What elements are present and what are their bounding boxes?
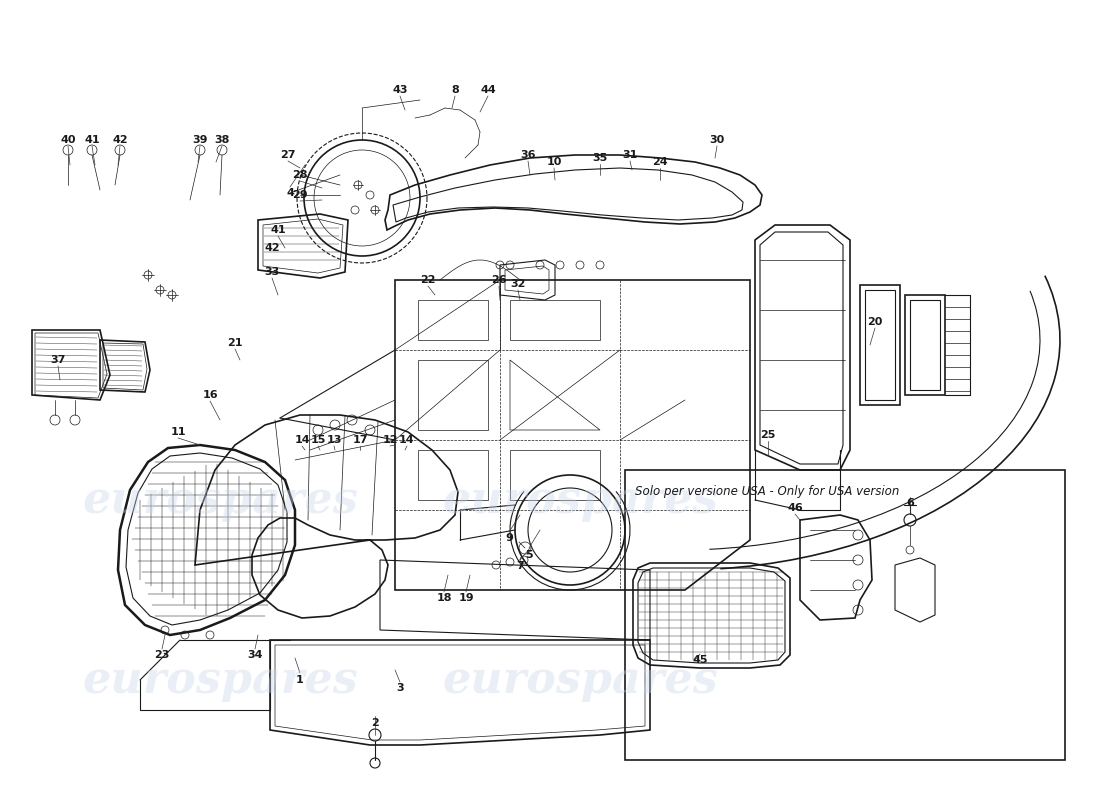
Text: 10: 10 xyxy=(547,157,562,167)
Text: 38: 38 xyxy=(214,135,230,145)
Text: 43: 43 xyxy=(393,85,408,95)
Text: 7: 7 xyxy=(516,561,524,571)
Text: 40: 40 xyxy=(60,135,76,145)
Text: 14: 14 xyxy=(399,435,415,445)
Text: 33: 33 xyxy=(264,267,279,277)
Bar xyxy=(625,470,1065,760)
Text: 45: 45 xyxy=(692,655,707,665)
Text: 26: 26 xyxy=(492,275,507,285)
Text: eurospares: eurospares xyxy=(442,478,718,522)
Text: 1: 1 xyxy=(296,675,304,685)
Text: 11: 11 xyxy=(170,427,186,437)
Text: 41: 41 xyxy=(85,135,100,145)
Text: 39: 39 xyxy=(192,135,208,145)
Text: 17: 17 xyxy=(352,435,367,445)
Text: 18: 18 xyxy=(437,593,452,603)
Text: 28: 28 xyxy=(293,170,308,180)
Text: 46: 46 xyxy=(788,503,803,513)
Text: Solo per versione USA - Only for USA version: Solo per versione USA - Only for USA ver… xyxy=(635,485,900,498)
Text: 12: 12 xyxy=(383,435,398,445)
Text: 4: 4 xyxy=(286,188,294,198)
Text: 44: 44 xyxy=(480,85,496,95)
Text: 20: 20 xyxy=(867,317,882,327)
Text: 9: 9 xyxy=(505,533,513,543)
Text: 8: 8 xyxy=(451,85,459,95)
Text: 35: 35 xyxy=(593,153,607,163)
Text: 42: 42 xyxy=(264,243,279,253)
Text: 19: 19 xyxy=(459,593,474,603)
Text: 5: 5 xyxy=(525,550,532,560)
Text: 13: 13 xyxy=(327,435,342,445)
Text: 24: 24 xyxy=(652,157,668,167)
Text: 2: 2 xyxy=(371,718,378,728)
Text: eurospares: eurospares xyxy=(82,478,358,522)
Text: 37: 37 xyxy=(51,355,66,365)
Text: 6: 6 xyxy=(906,498,914,508)
Text: 14: 14 xyxy=(294,435,310,445)
Text: 22: 22 xyxy=(420,275,436,285)
Text: 32: 32 xyxy=(510,279,526,289)
Text: 15: 15 xyxy=(310,435,326,445)
Text: 16: 16 xyxy=(202,390,218,400)
Text: eurospares: eurospares xyxy=(82,658,358,702)
Text: 31: 31 xyxy=(623,150,638,160)
Text: 30: 30 xyxy=(710,135,725,145)
Text: 27: 27 xyxy=(280,150,296,160)
Text: 29: 29 xyxy=(293,190,308,200)
Text: 34: 34 xyxy=(248,650,263,660)
Text: eurospares: eurospares xyxy=(442,658,718,702)
Text: 41: 41 xyxy=(271,225,286,235)
Text: 36: 36 xyxy=(520,150,536,160)
Text: 25: 25 xyxy=(760,430,775,440)
Text: 23: 23 xyxy=(154,650,169,660)
Text: 3: 3 xyxy=(396,683,404,693)
Text: 42: 42 xyxy=(112,135,128,145)
Text: 21: 21 xyxy=(228,338,243,348)
